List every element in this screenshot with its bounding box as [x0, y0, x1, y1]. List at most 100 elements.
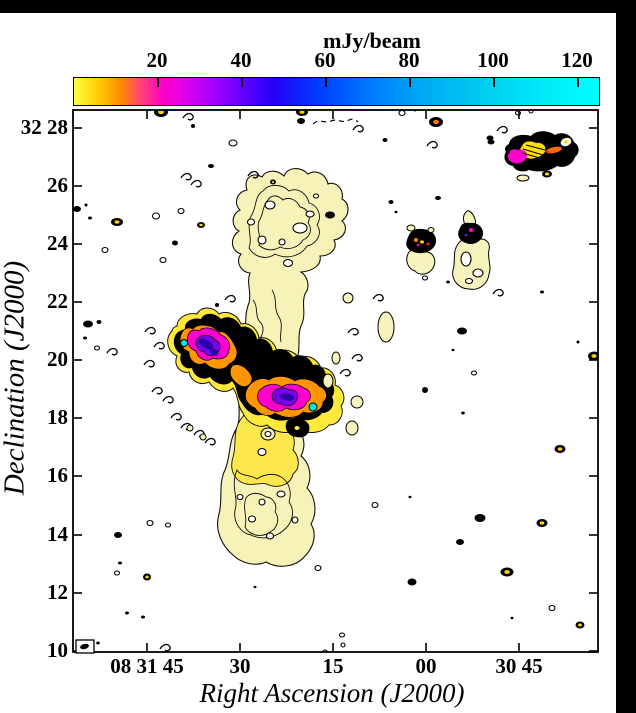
point-source	[114, 532, 122, 538]
contour-ring	[246, 218, 256, 226]
point-source	[540, 290, 544, 294]
contour-ring	[421, 275, 429, 281]
negative-contour-dash	[143, 359, 155, 368]
peak-spot	[209, 348, 219, 356]
negative-contour-dash	[159, 643, 171, 652]
faint-blob	[516, 174, 530, 182]
top-black-bar	[0, 0, 636, 13]
point-source	[407, 578, 417, 586]
dashed-wavy-contour	[312, 118, 359, 125]
negative-contour-dash	[492, 288, 504, 297]
map-content	[73, 110, 598, 652]
x-axis-title: Right Ascension (J2000)	[199, 678, 465, 708]
dec-tick-label: 18	[47, 405, 68, 429]
contour-ring	[265, 532, 275, 540]
contour-ring	[398, 110, 406, 117]
peak-spot	[308, 402, 318, 412]
contour-ring	[159, 256, 167, 264]
colorbar-tick	[241, 78, 243, 87]
contour-ring	[338, 632, 346, 638]
point-source	[474, 514, 486, 522]
point-source-core	[591, 354, 597, 358]
y-axis-title: Declination (J2000)	[0, 260, 31, 496]
contour-ring	[371, 501, 379, 509]
stream-head-contour2	[257, 195, 311, 251]
contour-ring	[282, 258, 294, 268]
contour-ring	[305, 210, 315, 218]
faint-blob	[186, 424, 194, 432]
contour-ring	[312, 193, 320, 199]
contour-ring	[258, 498, 266, 506]
contour-ring	[460, 251, 472, 267]
peak-spot	[468, 228, 474, 232]
dec-tick-label: 32 28	[20, 115, 68, 139]
negative-contour-dash	[224, 294, 236, 303]
contour-ring	[164, 522, 172, 528]
negative-contour-dash	[180, 172, 192, 181]
ra-tick-label: 08 31 45	[110, 654, 184, 678]
colorbar-tick	[325, 78, 327, 87]
plot-frame	[72, 109, 599, 653]
point-source	[457, 327, 467, 335]
colorbar-tick	[577, 78, 579, 87]
point-source	[96, 641, 100, 645]
negative-contour-dash	[204, 437, 216, 446]
peak-spot	[416, 243, 420, 247]
contour-ring	[101, 246, 109, 254]
peak-spot	[546, 150, 550, 154]
head-tail-b-head	[458, 222, 484, 245]
contour-ring	[340, 642, 346, 648]
contour-ring	[177, 207, 185, 215]
contour-ring	[292, 222, 308, 234]
negative-contour-dash	[144, 326, 156, 335]
peak-spot	[464, 233, 468, 237]
peak-spot	[294, 426, 300, 430]
negative-contour-dash	[151, 386, 163, 395]
negative-contour-dash	[339, 368, 351, 377]
point-source	[388, 200, 394, 204]
stream-head-contour	[248, 184, 320, 258]
faint-blob	[345, 420, 359, 436]
point-source	[435, 196, 441, 200]
peak-spot	[546, 146, 562, 154]
faint-blob	[331, 351, 341, 365]
contour-ring	[464, 277, 474, 285]
peak-spot	[198, 338, 214, 350]
contour-ring	[314, 564, 322, 572]
negative-contour-dash	[106, 347, 118, 356]
point-source	[576, 340, 580, 344]
contour-ring	[291, 516, 299, 524]
dec-tick-label: 20	[47, 347, 68, 371]
contour-ring	[257, 447, 267, 457]
dec-tick-label: 24	[47, 231, 68, 255]
negative-contour-dash	[426, 140, 438, 149]
contour-ring	[93, 345, 101, 351]
point-source-core	[158, 110, 164, 115]
negative-contour-dash	[153, 341, 165, 350]
colorbar-tick-label: 100	[477, 48, 509, 72]
dec-tick-label: 14	[47, 522, 68, 546]
peak-spot	[280, 393, 294, 401]
point-source-core	[544, 172, 550, 176]
colorbar-tick-label: 60	[314, 48, 336, 72]
ra-tick-label: 30	[229, 654, 251, 678]
contour-ring	[264, 430, 272, 438]
contour-ring	[470, 370, 478, 376]
peak-spot	[420, 240, 424, 244]
faint-blob	[350, 395, 364, 409]
dec-tick-label: 16	[47, 463, 68, 487]
contour-ring	[151, 212, 161, 220]
point-source	[422, 387, 428, 393]
contour-ring	[236, 493, 244, 501]
point-source	[253, 585, 257, 589]
negative-contour-dash	[352, 124, 364, 133]
point-source-core	[114, 220, 120, 224]
stream-south-contour2	[244, 492, 279, 536]
point-source	[461, 411, 465, 415]
contour-ring	[247, 515, 257, 523]
faint-blob	[322, 373, 334, 389]
contour-ring	[228, 139, 238, 147]
point-source	[487, 139, 495, 145]
